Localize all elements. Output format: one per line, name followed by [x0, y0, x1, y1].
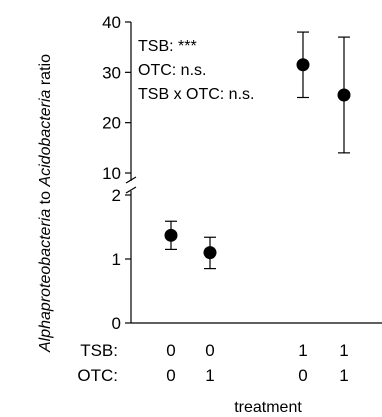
y-tick-label: 10	[102, 164, 121, 183]
y-axis-label-part: Alphaproteobacteria	[37, 209, 54, 353]
factor-value: 0	[166, 366, 175, 385]
stat-line: TSB: ***	[138, 38, 197, 55]
axes	[125, 22, 382, 324]
data-point	[296, 58, 310, 72]
y-tick-label: 20	[102, 114, 121, 133]
y-tick-label: 0	[112, 314, 121, 333]
stat-line: OTC: n.s.	[138, 62, 206, 79]
data-point	[337, 88, 351, 102]
factor-value: 1	[205, 366, 214, 385]
factor-value: 0	[166, 341, 175, 360]
factor-value: 1	[339, 366, 348, 385]
stat-line: TSB x OTC: n.s.	[138, 86, 254, 103]
axis-break-mark	[125, 186, 137, 194]
factor-row-label: OTC:	[77, 366, 118, 385]
data-point	[203, 246, 217, 260]
factor-value: 0	[298, 366, 307, 385]
data-point	[164, 228, 178, 242]
data-points	[164, 58, 351, 260]
y-axis-label-part: Acidobacteria	[37, 89, 54, 187]
y-axis-label-part: to	[37, 187, 54, 209]
y-tick-label: 30	[102, 63, 121, 82]
y-tick-label: 40	[102, 13, 121, 32]
axis-break-mark	[125, 176, 137, 184]
y-tick-label: 2	[112, 186, 121, 205]
y-axis-label-part: ratio	[37, 54, 54, 90]
y-tick-label: 1	[112, 250, 121, 269]
factor-table: TSB: 0 0 1 1 OTC: 0 1 0 1	[77, 341, 348, 385]
stats-annotation: TSB: *** OTC: n.s. TSB x OTC: n.s.	[138, 38, 254, 103]
factor-value: 1	[339, 341, 348, 360]
factor-value: 1	[298, 341, 307, 360]
factor-row-label: TSB:	[80, 341, 118, 360]
y-axis-label: Alphaproteobacteria to Acidobacteria rat…	[37, 54, 54, 353]
factor-value: 0	[205, 341, 214, 360]
y-ticks: 0 1 2 10 20 30 40	[102, 13, 131, 333]
x-axis-label: treatment	[234, 399, 302, 416]
